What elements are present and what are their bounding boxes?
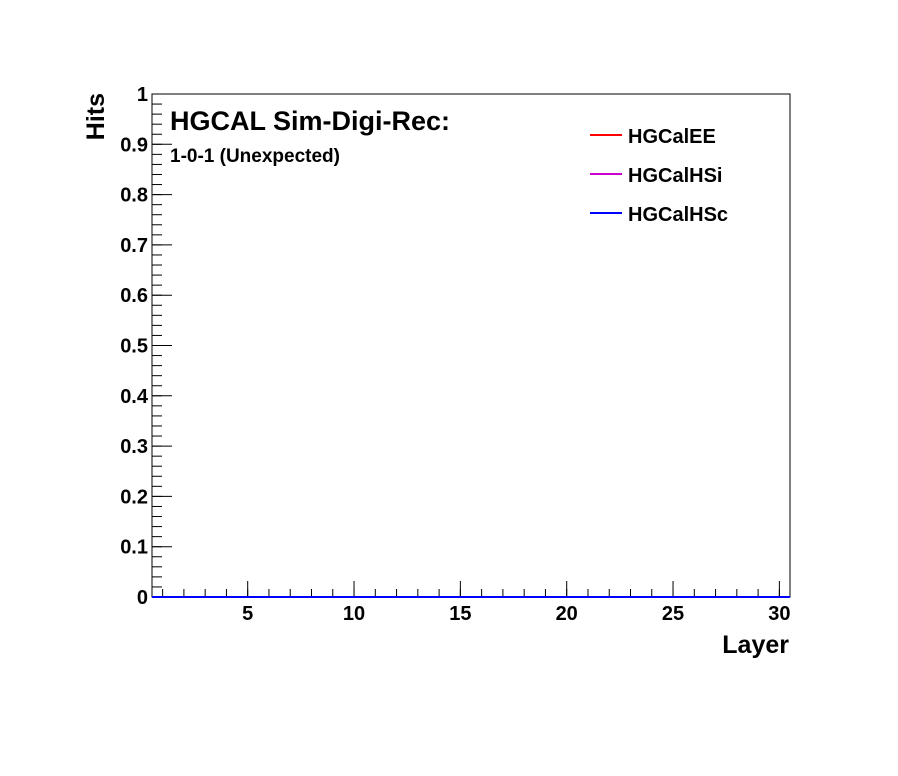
y-tick-label: 0.1	[120, 537, 148, 559]
y-tick-label: 0.7	[120, 235, 148, 257]
x-tick-label: 5	[242, 603, 253, 625]
y-tick-label: 0.8	[120, 185, 148, 207]
x-tick-label: 15	[449, 603, 471, 625]
x-tick-label: 25	[662, 603, 684, 625]
legend-label-hgcalee: HGCalEE	[628, 126, 716, 148]
legend-label-hgcalhsc: HGCalHSc	[628, 204, 728, 226]
x-tick-label: 30	[768, 603, 790, 625]
legend-label-hgcalhsi: HGCalHSi	[628, 165, 722, 187]
y-tick-label: 0.5	[120, 336, 148, 358]
y-tick-label: 1	[137, 84, 148, 106]
x-axis-label: Layer	[722, 631, 789, 659]
y-axis-label: Hits	[82, 93, 110, 140]
chart-title: HGCAL Sim-Digi-Rec:	[170, 106, 450, 136]
y-tick-label: 0.9	[120, 134, 148, 156]
y-tick-label: 0	[137, 587, 148, 609]
chart-subtitle: 1-0-1 (Unexpected)	[170, 146, 340, 167]
y-tick-label: 0.2	[120, 486, 148, 508]
x-tick-label: 20	[556, 603, 578, 625]
y-tick-label: 0.6	[120, 285, 148, 307]
x-tick-label: 10	[343, 603, 365, 625]
legend: HGCalEE HGCalHSi HGCalHSc	[590, 126, 728, 226]
y-tick-label: 0.3	[120, 436, 148, 458]
y-tick-label: 0.4	[120, 386, 149, 408]
